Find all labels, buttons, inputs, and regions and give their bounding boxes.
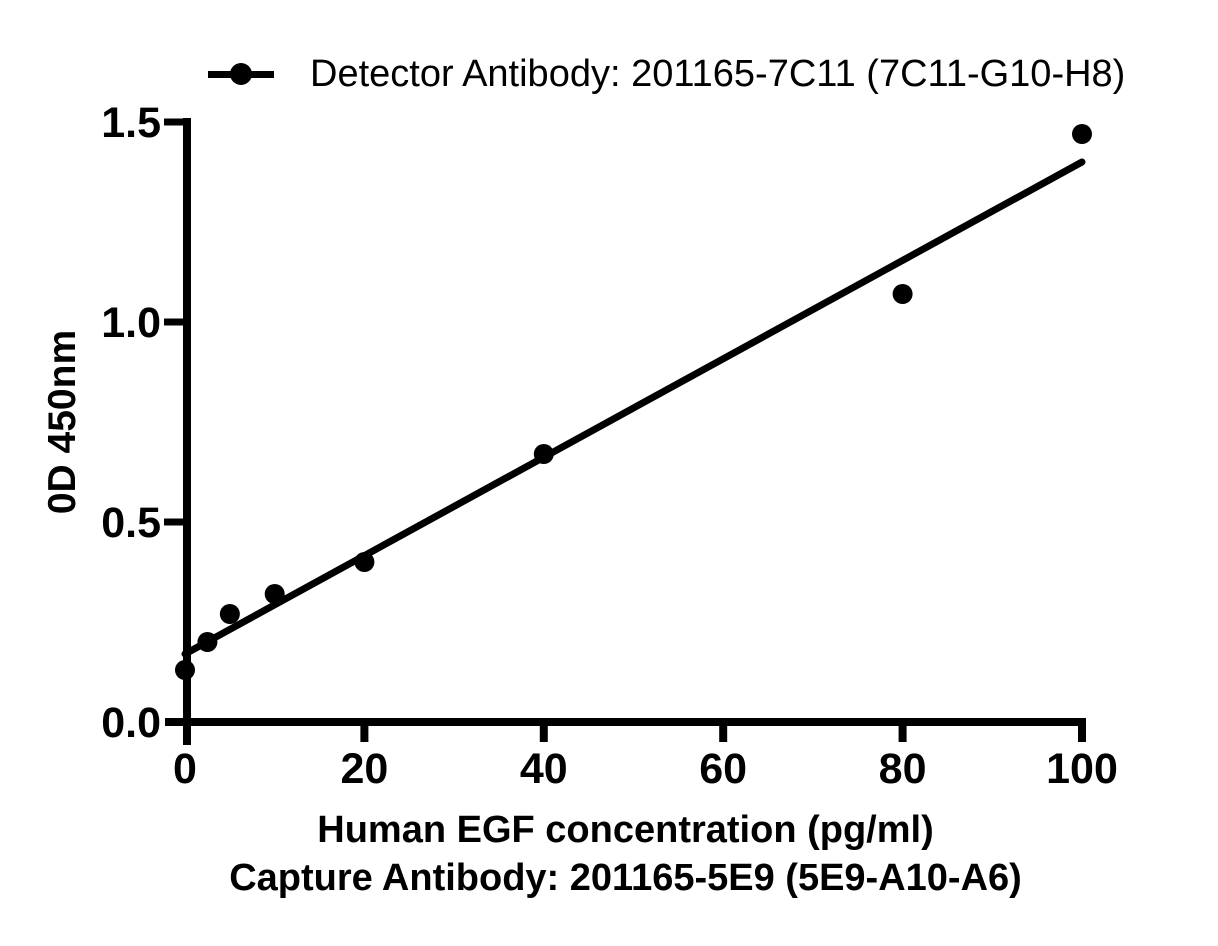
x-tick-label: 40 [520,745,568,793]
legend-label: Detector Antibody: 201165-7C11 (7C11-G10… [310,53,1126,95]
x-axis-title: Human EGF concentration (pg/ml) [317,809,934,851]
y-tick-label: 1.5 [101,99,161,147]
data-point [219,604,240,624]
capture-antibody-subtitle: Capture Antibody: 201165-5E9 (5E9-A10-A6… [229,857,1022,899]
data-point [533,444,554,464]
y-axis-title: 0D 450nm [41,329,84,515]
fit-line [181,158,1086,658]
legend-marker-icon [208,62,274,86]
data-point [1072,124,1092,144]
x-tick-label: 80 [879,745,927,793]
x-tick-label: 0 [173,745,197,793]
data-point [892,284,913,304]
legend: Detector Antibody: 201165-7C11 (7C11-G10… [208,52,1125,96]
x-tick-label: 60 [699,745,747,793]
x-tick-label: 20 [340,745,388,793]
x-axis-titles: Human EGF concentration (pg/ml) Capture … [165,806,1086,902]
y-tick-label: 0.5 [101,499,161,547]
data-point [175,660,195,680]
data-point [354,552,375,572]
x-tick-label: 100 [1046,745,1118,793]
legend-dot-icon [230,63,252,85]
data-point [264,584,285,604]
y-tick-label: 1.0 [101,299,161,347]
y-tick-label: 0.0 [101,699,161,747]
data-point [197,632,218,652]
